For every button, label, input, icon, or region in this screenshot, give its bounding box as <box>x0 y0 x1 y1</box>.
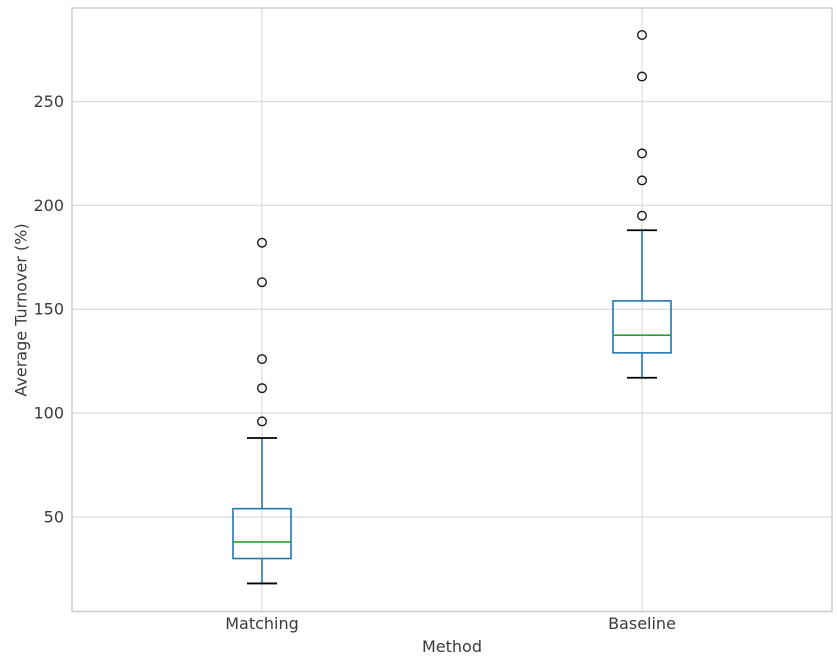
y-tick-label: 100 <box>33 404 64 423</box>
x-tick-label-matching: Matching <box>225 614 299 633</box>
y-tick-label: 200 <box>33 196 64 215</box>
outlier-point-baseline <box>637 148 648 159</box>
y-tick-label: 150 <box>33 300 64 319</box>
y-tick-label: 250 <box>33 92 64 111</box>
outlier-point-baseline <box>637 30 648 41</box>
outlier-point-matching <box>257 237 268 248</box>
box-matching <box>232 507 292 560</box>
box-baseline <box>612 300 672 354</box>
outlier-point-matching <box>257 354 268 365</box>
y-axis-title: Average Turnover (%) <box>11 223 31 397</box>
y-tick-label: 50 <box>44 507 64 526</box>
x-axis-title: Method <box>421 637 482 656</box>
outlier-point-baseline <box>637 71 648 82</box>
plot-border <box>71 7 833 613</box>
outlier-point-baseline <box>637 175 648 186</box>
outlier-point-matching <box>257 383 268 394</box>
x-tick-label-baseline: Baseline <box>608 614 676 633</box>
outlier-point-matching <box>257 416 268 427</box>
outlier-point-baseline <box>637 210 648 221</box>
outlier-point-matching <box>257 277 268 288</box>
